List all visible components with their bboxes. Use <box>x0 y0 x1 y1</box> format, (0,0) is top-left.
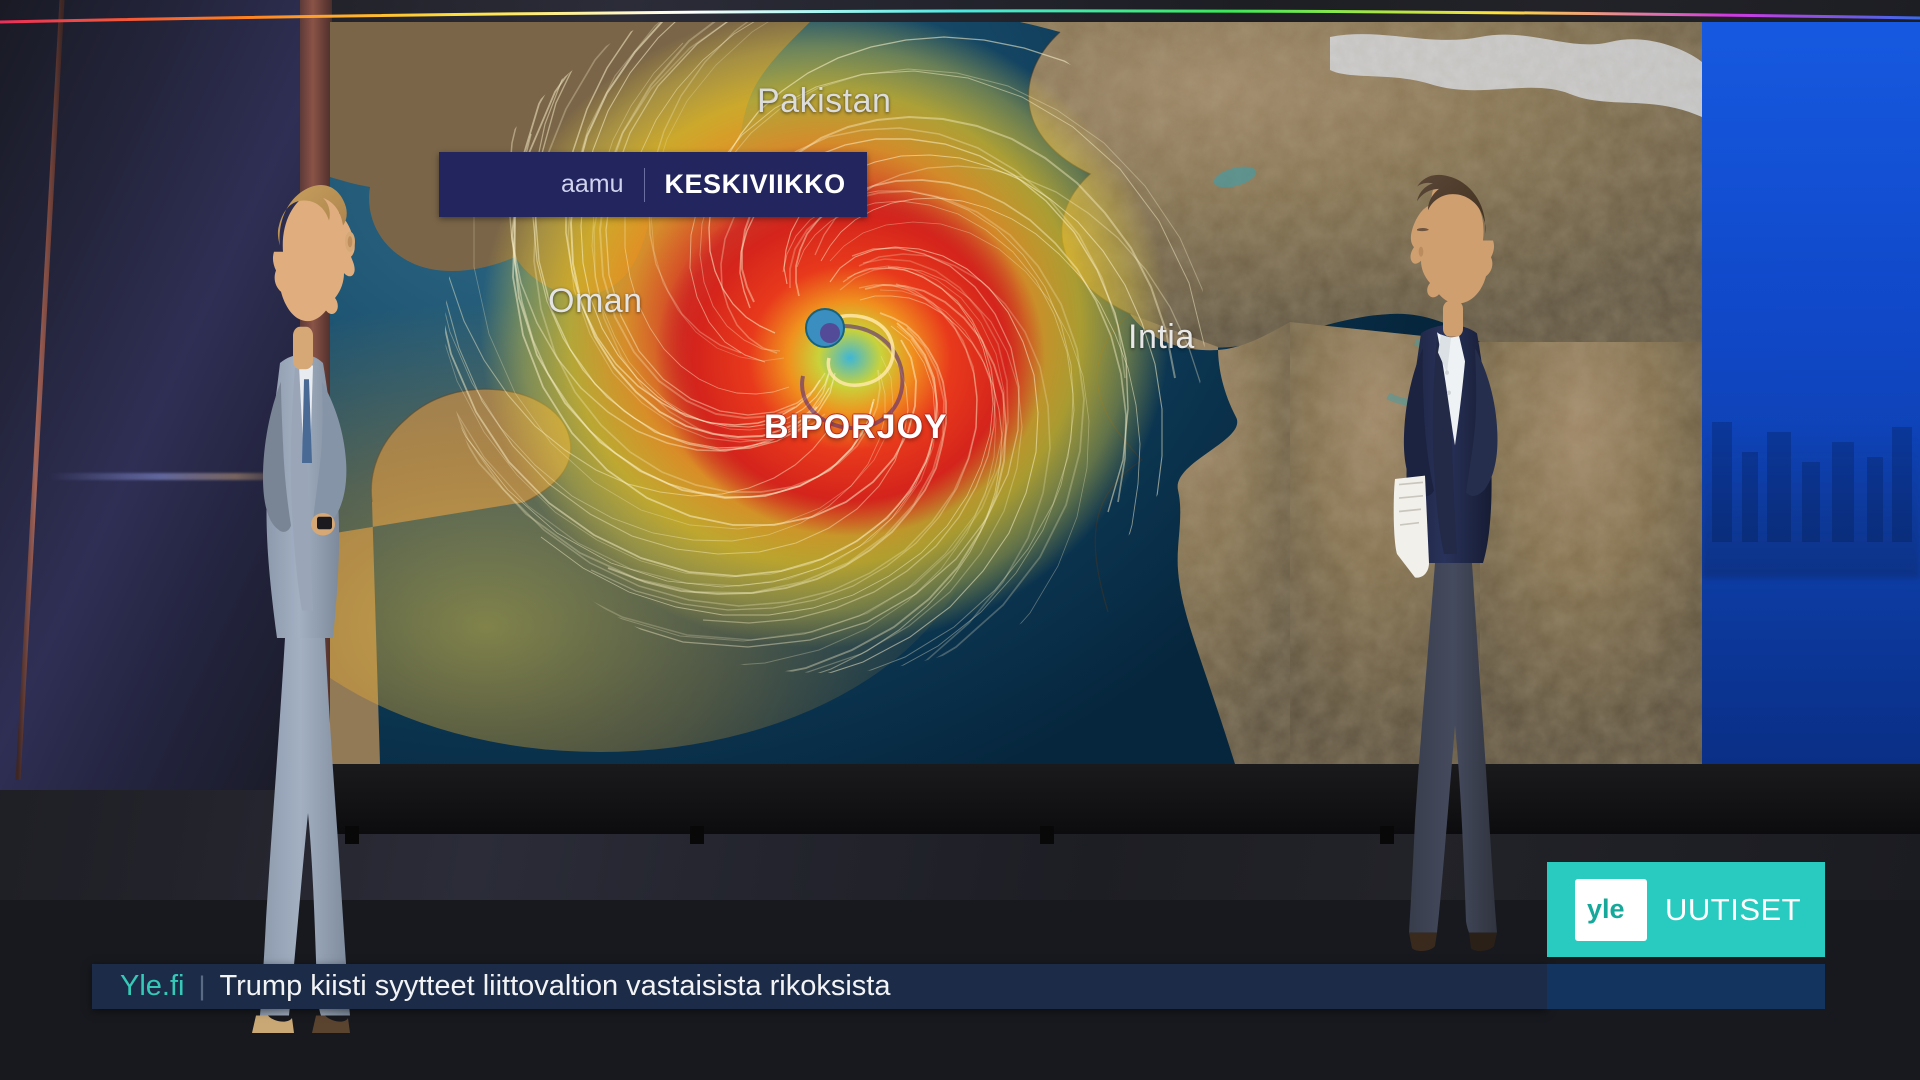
svg-text:yle: yle <box>1587 895 1625 924</box>
